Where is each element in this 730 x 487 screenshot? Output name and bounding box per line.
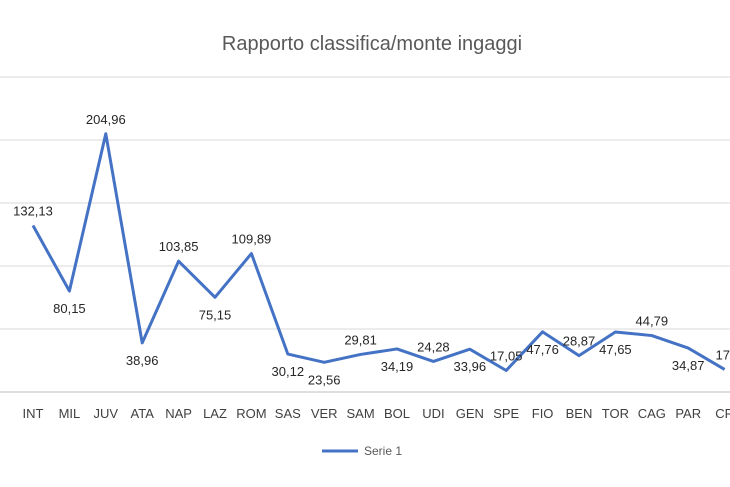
data-label: 204,96 <box>86 112 126 127</box>
x-tick-label: CR <box>715 406 730 421</box>
x-tick-label: PAR <box>675 406 701 421</box>
data-label: 29,81 <box>344 332 377 347</box>
x-tick-label: ROM <box>236 406 266 421</box>
data-label: 132,13 <box>13 204 53 219</box>
data-label: 28,87 <box>563 334 596 349</box>
data-label: 47,65 <box>599 342 632 357</box>
x-tick-label: SAS <box>275 406 301 421</box>
data-label: 38,96 <box>126 353 159 368</box>
data-label: 17, <box>716 347 730 362</box>
data-label: 44,79 <box>636 314 669 329</box>
x-tick-label: SAM <box>347 406 375 421</box>
x-tick-label: VER <box>311 406 338 421</box>
legend: Serie 1 <box>322 444 402 458</box>
data-label: 103,85 <box>159 239 199 254</box>
legend-label: Serie 1 <box>364 444 402 458</box>
x-tick-label: BEN <box>566 406 593 421</box>
x-tick-label: UDI <box>422 406 444 421</box>
data-label: 75,15 <box>199 307 232 322</box>
x-tick-label: NAP <box>165 406 192 421</box>
x-tick-label: MIL <box>59 406 81 421</box>
data-label: 34,87 <box>672 358 705 373</box>
x-tick-label: BOL <box>384 406 410 421</box>
data-label: 80,15 <box>53 301 86 316</box>
data-label: 24,28 <box>417 339 450 354</box>
x-tick-label: JUV <box>94 406 119 421</box>
x-axis: INT MIL JUV ATA NAP LAZ ROM SAS VER SAM BOL UDI GEN S… <box>0 391 730 421</box>
data-label: 47,76 <box>526 342 559 357</box>
chart-title: Rapporto classifica/monte ingaggi <box>222 33 522 55</box>
x-tick-label: CAG <box>638 406 666 421</box>
data-label: 109,89 <box>232 232 272 247</box>
series-line <box>31 132 726 373</box>
x-tick-label: GEN <box>456 406 484 421</box>
x-tick-label: FIO <box>532 406 554 421</box>
x-tick-label: LAZ <box>203 406 227 421</box>
data-label: 23,56 <box>308 372 341 387</box>
series-lines <box>31 132 726 373</box>
data-label: 17,05 <box>490 349 523 364</box>
x-tick-label: TOR <box>602 406 629 421</box>
x-tick-label: ATA <box>131 406 155 421</box>
x-tick-label: INT <box>23 406 44 421</box>
x-tick-label: SPE <box>493 406 519 421</box>
data-label: 34,19 <box>381 359 414 374</box>
gridlines <box>0 76 730 330</box>
data-label: 30,12 <box>272 364 305 379</box>
data-labels: 132,13 80,15 204,96 38,96 103,85 75,15 109,89 3… <box>13 112 730 388</box>
data-label: 33,96 <box>454 359 487 374</box>
